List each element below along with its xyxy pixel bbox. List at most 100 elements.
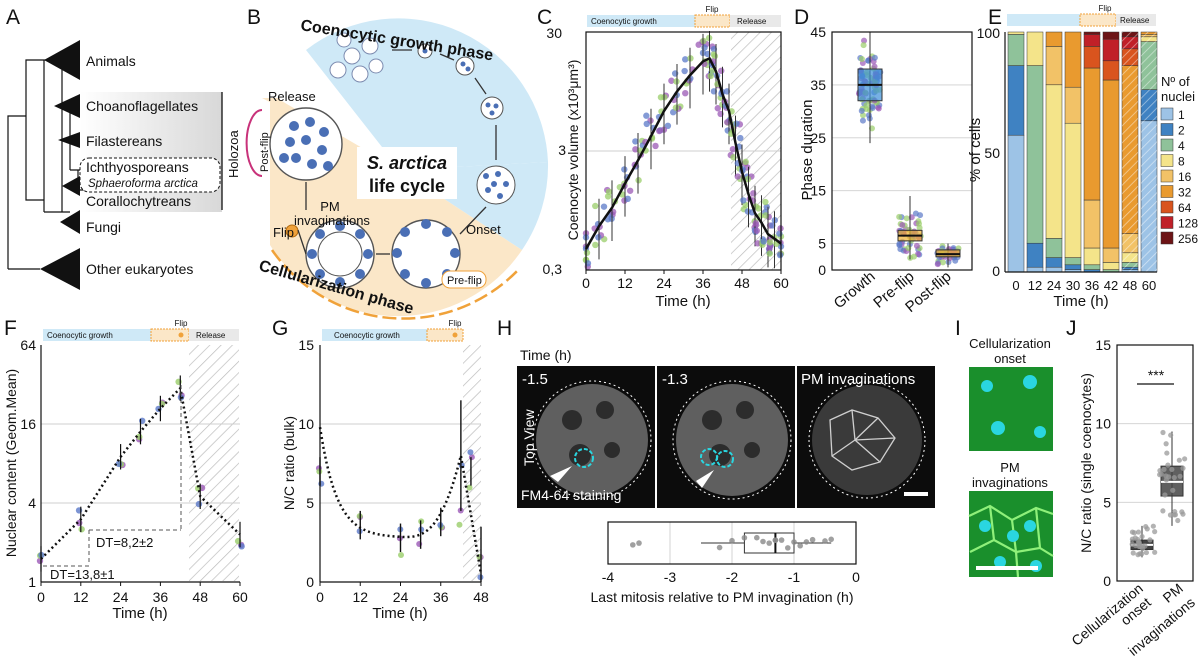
d-data-point — [896, 213, 903, 220]
c-data-point — [710, 88, 718, 95]
f-bar-growth: Coenocytic growth — [47, 331, 113, 340]
c-data-point — [681, 56, 689, 63]
j-data-point — [1163, 441, 1169, 447]
e-bar-hatch — [1122, 262, 1138, 268]
j-data-point — [1164, 450, 1170, 456]
e-bar-segment — [1102, 79, 1120, 249]
e-bar-segment — [1026, 242, 1044, 268]
c-data-point — [729, 145, 737, 153]
c-data-point — [742, 158, 749, 166]
c-ylabel: Coenocyte volume (x10³μm³) — [565, 60, 581, 241]
g-xtick-label: 48 — [473, 589, 489, 605]
taxon-other-eukaryotes: Other eukaryotes — [86, 261, 193, 277]
lifecycle-title-line2: life cycle — [369, 176, 445, 196]
j-data-point — [1152, 549, 1158, 555]
e-bar-hatch — [1122, 65, 1138, 234]
e-bar-segment — [1045, 257, 1063, 268]
e-bar-hatch — [1141, 120, 1157, 272]
d-data-point — [859, 117, 866, 124]
j-data-point — [1180, 465, 1186, 471]
e-plot-area — [1007, 31, 1158, 273]
c-data-point — [714, 105, 721, 112]
g-xtick-label: 36 — [433, 589, 449, 605]
j-ytick-label: 10 — [1095, 416, 1111, 432]
j-data-point — [1136, 543, 1142, 550]
panel-f-letter: F — [4, 317, 17, 340]
c-data-point — [600, 203, 608, 210]
j-data-point — [1176, 457, 1182, 463]
pre-flip-label: Pre-flip — [447, 275, 482, 287]
e-bar-hatch — [1122, 267, 1138, 270]
c-data-point — [592, 202, 599, 210]
clade-triangle — [62, 176, 80, 196]
d-data-point — [934, 261, 941, 268]
h-xlabel: Last mitosis relative to PM invagination… — [591, 589, 854, 605]
clade-triangle — [44, 40, 80, 80]
e-bar-segment — [1083, 264, 1101, 270]
j-data-point — [1143, 549, 1150, 556]
j-data-point — [1135, 529, 1142, 535]
h-stain-label: FM4-64 staining — [521, 487, 621, 503]
h-data-point — [766, 540, 772, 546]
h-xtick-label: -3 — [664, 569, 677, 585]
panel-e: E Flip Release 100 50 0 0 12 24 30 36 42 48 60 … — [967, 4, 1198, 310]
e-ytick: 50 — [984, 145, 1000, 161]
j-data-point — [1137, 551, 1143, 557]
j-data-point — [1175, 517, 1181, 524]
c-data-point — [652, 142, 659, 150]
e-legend-swatch — [1160, 169, 1174, 183]
e-xtick-label: 42 — [1104, 278, 1118, 293]
e-legend-title2: nuclei — [1161, 89, 1195, 104]
j-data-point — [1129, 536, 1136, 542]
j-data-point — [1150, 523, 1156, 529]
c-xlabel: Time (h) — [655, 293, 710, 310]
j-ytick-label: 5 — [1103, 494, 1111, 510]
j-data-point — [1139, 533, 1145, 540]
g-data-point — [398, 551, 405, 558]
d-data-point — [913, 242, 920, 249]
panel-b-letter: B — [247, 6, 261, 29]
d-ytick-label: 45 — [810, 24, 826, 40]
c-data-point — [592, 241, 599, 249]
i-bot-line1: PM — [1000, 460, 1020, 475]
h-xtick-label: 0 — [852, 569, 860, 585]
d-data-point — [896, 240, 903, 247]
e-bar-flip: Flip — [1099, 4, 1112, 13]
d-ytick-label: 35 — [810, 77, 826, 93]
j-data-point — [1167, 512, 1174, 518]
d-data-point — [863, 102, 870, 109]
j-data-point — [1152, 529, 1158, 535]
e-bar-segment — [1083, 247, 1101, 266]
g-ytick-label: 15 — [298, 337, 314, 353]
clade-triangle — [40, 248, 80, 290]
c-xtick-label: 12 — [617, 275, 633, 291]
h-top-view: Top View — [521, 409, 537, 466]
d-data-point — [860, 42, 867, 49]
c-data-point — [744, 175, 752, 183]
c-data-point — [643, 112, 650, 119]
d-data-point — [871, 54, 878, 61]
j-data-point — [1157, 472, 1163, 478]
e-xtick-label: 48 — [1123, 278, 1137, 293]
e-bar-segment — [1064, 257, 1082, 266]
j-data-point — [1147, 537, 1153, 543]
d-data-point — [899, 221, 906, 228]
e-legend-label: 1 — [1178, 108, 1185, 122]
panel-g-letter: G — [272, 317, 288, 340]
c-mean-line — [584, 56, 782, 250]
c-data-point — [668, 77, 675, 84]
panel-c-letter: C — [537, 6, 552, 29]
h-xtick-label: -1 — [788, 569, 801, 585]
j-ytick-label: 0 — [1103, 573, 1111, 589]
e-legend-swatch — [1160, 216, 1174, 229]
panel-i: I Cellularization onset PM invaginations — [955, 317, 1054, 578]
i-top-line2: onset — [994, 351, 1026, 366]
h-data-point — [822, 538, 828, 544]
taxon-ichthyosporeans: Ichthyosporeans — [86, 159, 189, 175]
j-data-point — [1160, 429, 1166, 436]
d-data-point — [910, 253, 917, 260]
h-time-label: Time (h) — [520, 347, 572, 363]
f-data-point — [195, 500, 203, 508]
clade-triangle — [54, 94, 80, 118]
